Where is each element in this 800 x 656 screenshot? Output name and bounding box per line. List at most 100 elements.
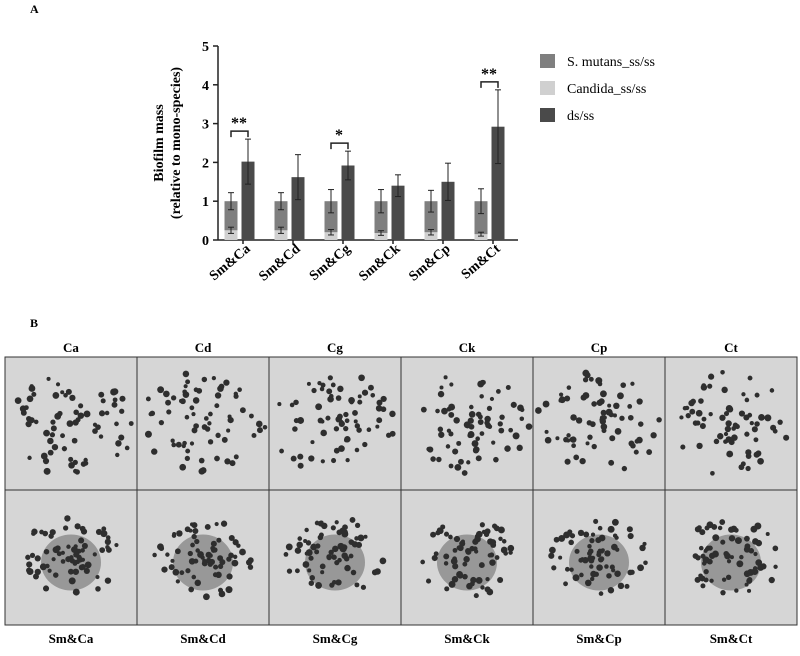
micrograph-label: Sm&Cd [180, 631, 226, 646]
cell [354, 447, 360, 453]
cell [357, 394, 362, 399]
cell [613, 402, 620, 410]
cell [191, 533, 197, 540]
cell [192, 527, 199, 534]
cell [335, 579, 342, 586]
cell [233, 454, 239, 460]
cell [504, 445, 511, 452]
cell [40, 452, 48, 460]
cell [191, 522, 198, 529]
cell [753, 551, 758, 557]
cell [584, 579, 592, 587]
cell [239, 407, 246, 414]
cell [191, 427, 198, 434]
cell [185, 448, 191, 454]
cell [302, 561, 310, 568]
cell [535, 407, 542, 414]
cell [468, 423, 475, 430]
cell [73, 468, 78, 474]
error-bar [245, 138, 251, 185]
cell [604, 564, 609, 569]
cell [719, 519, 726, 525]
cell [43, 467, 51, 475]
cell [326, 388, 333, 395]
cell [338, 445, 345, 452]
cell [158, 419, 165, 426]
cell [471, 440, 479, 448]
cell [78, 537, 85, 544]
cell [251, 432, 257, 438]
cell [74, 523, 81, 530]
cell [194, 538, 200, 545]
cell [25, 420, 32, 428]
cell [475, 530, 483, 538]
cell [646, 449, 653, 455]
cell [753, 437, 759, 443]
cell [443, 531, 450, 537]
cell [636, 398, 643, 405]
cell [745, 453, 752, 459]
bar [474, 234, 488, 240]
micrograph-label: Cp [591, 340, 608, 355]
cell [61, 446, 68, 452]
cell [720, 370, 725, 375]
significance-label: * [335, 127, 343, 144]
cell [479, 522, 485, 528]
cell [480, 585, 485, 590]
cell [279, 448, 284, 454]
cell [128, 421, 134, 426]
cell [198, 467, 206, 475]
cell [311, 387, 317, 394]
cell [114, 542, 119, 548]
cell [308, 455, 315, 462]
cell [519, 416, 525, 422]
cell [197, 551, 204, 558]
cell [71, 437, 78, 444]
cell [425, 578, 432, 584]
cell [83, 460, 89, 466]
cell [721, 577, 727, 582]
cell [614, 570, 621, 577]
cell [607, 525, 615, 533]
cell [165, 399, 172, 406]
cell [315, 403, 323, 411]
error-bar [278, 226, 284, 234]
cell [208, 411, 213, 417]
cell [49, 529, 56, 536]
cell [193, 423, 199, 429]
cell [608, 459, 615, 466]
cell [544, 429, 549, 434]
cell [708, 411, 713, 417]
cell [744, 543, 751, 550]
cell [379, 557, 387, 565]
cell [111, 401, 118, 408]
cell [753, 451, 760, 458]
significance-label: ** [481, 66, 497, 83]
cell [495, 389, 501, 394]
cell [344, 435, 351, 443]
cell [437, 390, 445, 398]
cell [604, 550, 611, 557]
cell [574, 548, 580, 554]
cell [214, 403, 220, 409]
cell [207, 421, 212, 426]
cell [343, 425, 349, 432]
cell [220, 520, 228, 527]
cell [188, 558, 196, 565]
cell [516, 444, 523, 452]
cell [465, 424, 470, 429]
micrograph-label: Cg [327, 340, 343, 355]
cell [66, 420, 74, 427]
cell [568, 539, 574, 546]
cell [627, 414, 634, 421]
cell [734, 588, 739, 593]
cell [105, 547, 112, 553]
cell [485, 577, 490, 582]
cell [62, 525, 69, 531]
cell [101, 526, 107, 532]
error-bar [328, 189, 334, 214]
cell [726, 450, 734, 458]
cell [39, 529, 44, 535]
cell [286, 568, 293, 574]
cell [614, 535, 619, 540]
